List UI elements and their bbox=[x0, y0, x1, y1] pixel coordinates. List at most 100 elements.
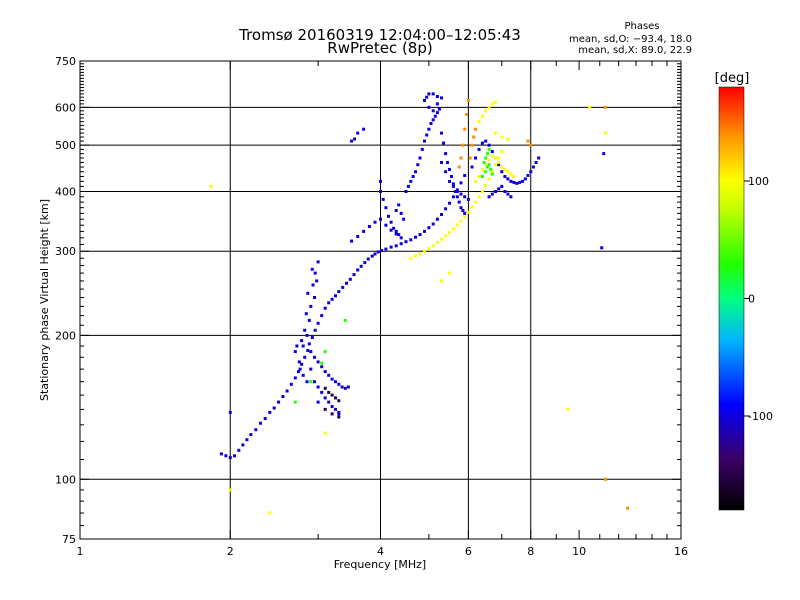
data-point bbox=[309, 304, 313, 308]
data-point bbox=[588, 105, 592, 109]
data-point bbox=[394, 209, 398, 212]
data-point bbox=[451, 182, 455, 186]
data-point bbox=[397, 203, 401, 207]
data-point bbox=[389, 245, 393, 249]
data-point bbox=[466, 99, 470, 102]
y-tick-labels: 75 100 200 300 400 500 600 750 bbox=[55, 55, 76, 546]
data-point bbox=[431, 109, 435, 113]
data-point bbox=[526, 139, 530, 143]
data-point bbox=[435, 102, 439, 106]
data-point bbox=[494, 190, 497, 193]
data-point bbox=[444, 152, 448, 156]
data-point bbox=[394, 229, 398, 233]
data-point bbox=[356, 235, 360, 238]
data-point bbox=[474, 200, 477, 204]
data-point bbox=[330, 297, 334, 301]
x-tick-label: 6 bbox=[465, 545, 472, 558]
data-point bbox=[427, 226, 431, 230]
data-point bbox=[330, 412, 334, 416]
data-point bbox=[494, 100, 497, 104]
data-point bbox=[427, 92, 431, 96]
data-point bbox=[484, 156, 488, 160]
data-point bbox=[343, 318, 347, 322]
data-point bbox=[416, 163, 420, 167]
data-point bbox=[334, 407, 337, 411]
data-point bbox=[490, 172, 494, 176]
data-point bbox=[384, 206, 388, 210]
y-tick-label: 75 bbox=[62, 533, 76, 546]
data-point bbox=[477, 120, 481, 124]
y-tick-label: 400 bbox=[55, 185, 76, 198]
scatter-points bbox=[209, 92, 629, 515]
x-tick-label: 1 bbox=[77, 545, 84, 558]
data-point bbox=[490, 192, 494, 196]
colorbar-tick-label: 0 bbox=[748, 293, 755, 306]
data-point bbox=[446, 161, 449, 164]
data-point bbox=[397, 233, 401, 237]
data-point bbox=[466, 210, 470, 214]
data-point bbox=[457, 200, 461, 204]
data-point bbox=[509, 195, 513, 199]
phases-line-x: mean, sd,X: 89.0, 22.9 bbox=[578, 45, 692, 56]
x-tick-label: 8 bbox=[527, 545, 534, 558]
data-point bbox=[300, 362, 304, 366]
data-point bbox=[343, 386, 347, 390]
data-point bbox=[537, 156, 541, 160]
data-point bbox=[387, 214, 390, 218]
data-point bbox=[406, 184, 410, 188]
data-point bbox=[487, 143, 491, 147]
y-tick-label: 600 bbox=[55, 101, 76, 114]
y-axis-label: Stationary phase Virtual Height [km] bbox=[38, 199, 51, 401]
data-point bbox=[472, 135, 476, 139]
data-point bbox=[512, 175, 516, 178]
data-point bbox=[509, 172, 513, 176]
data-point bbox=[440, 96, 443, 100]
data-point bbox=[272, 406, 276, 410]
data-point bbox=[277, 400, 281, 404]
data-point bbox=[367, 225, 371, 228]
data-point bbox=[600, 246, 604, 250]
data-point bbox=[327, 400, 331, 404]
data-point bbox=[455, 190, 459, 193]
data-point bbox=[305, 380, 309, 384]
data-point bbox=[359, 264, 363, 268]
y-tick-label: 750 bbox=[55, 55, 76, 68]
data-point bbox=[320, 314, 324, 318]
data-point bbox=[604, 105, 608, 109]
data-point bbox=[487, 195, 491, 199]
data-point bbox=[506, 192, 510, 196]
data-point bbox=[487, 163, 491, 167]
data-point bbox=[293, 376, 297, 380]
data-point bbox=[268, 511, 272, 515]
data-point bbox=[316, 260, 320, 264]
data-point bbox=[363, 261, 367, 265]
data-point bbox=[477, 195, 481, 199]
data-point bbox=[337, 290, 341, 294]
data-point bbox=[448, 167, 451, 171]
data-point bbox=[411, 175, 415, 178]
chart-title: Tromsø 20160319 12:04:00–12:05:43 bbox=[238, 26, 521, 44]
data-point bbox=[506, 177, 510, 181]
data-point bbox=[337, 382, 341, 386]
data-point bbox=[450, 175, 453, 178]
data-point bbox=[435, 111, 439, 115]
data-point bbox=[316, 385, 320, 389]
data-point bbox=[423, 139, 426, 143]
data-point bbox=[440, 237, 443, 241]
data-point bbox=[534, 161, 538, 164]
data-point bbox=[474, 156, 477, 160]
data-point bbox=[474, 127, 477, 131]
data-point bbox=[451, 227, 455, 231]
data-point bbox=[330, 393, 334, 397]
data-point bbox=[497, 187, 501, 191]
data-point bbox=[259, 421, 262, 425]
data-point bbox=[392, 226, 396, 230]
data-point bbox=[455, 223, 459, 227]
data-point bbox=[404, 240, 408, 244]
data-point bbox=[341, 285, 345, 289]
data-point bbox=[337, 412, 341, 416]
data-point bbox=[320, 365, 324, 369]
data-point bbox=[485, 152, 489, 156]
data-point bbox=[379, 190, 382, 193]
